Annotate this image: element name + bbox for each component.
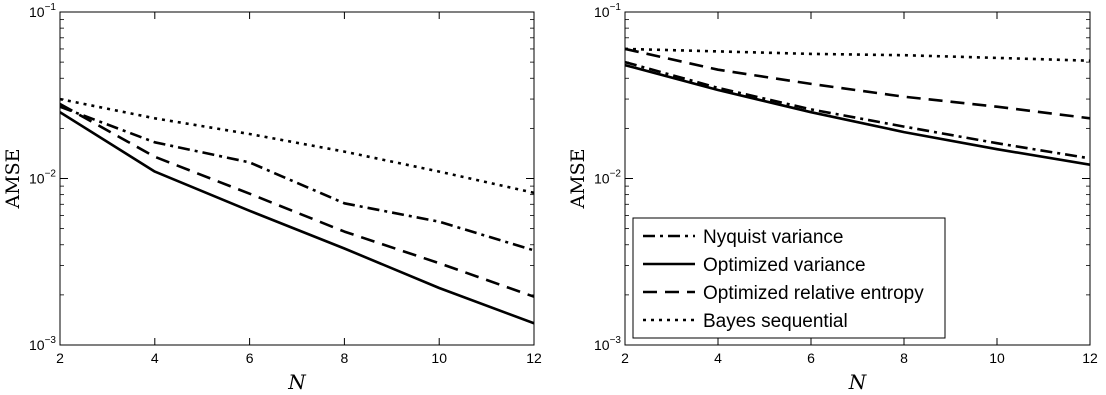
series-line-optimized-relative-entropy (625, 47, 1090, 120)
x-tick-label: 4 (714, 350, 722, 366)
x-tick-label: 6 (246, 350, 254, 366)
series-line-nyquist-variance (625, 60, 1090, 160)
x-tick-label: 10 (431, 350, 447, 366)
y-tick-label: 10−2 (29, 169, 56, 187)
legend-label: Nyquist variance (703, 227, 843, 248)
series-line-bayes-sequential (625, 47, 1090, 62)
y-tick-label: 10−2 (594, 169, 621, 187)
series-line-optimized-variance (60, 111, 534, 325)
legend-label: Optimized relative entropy (703, 283, 924, 304)
series-line-optimized-relative-entropy (60, 102, 534, 298)
x-tick-label: 8 (900, 350, 908, 366)
series-line-optimized-variance (625, 63, 1090, 166)
plot-frame (59, 11, 535, 346)
x-tick-label: 2 (621, 350, 629, 366)
y-tick-label: 10−1 (594, 2, 621, 20)
legend: Nyquist variance Optimized variance Optimi… (632, 217, 946, 339)
series-line-nyquist-variance (60, 105, 534, 252)
x-tick-label: 2 (56, 350, 64, 366)
x-axis-title: N (287, 370, 307, 394)
series-line-bayes-sequential (60, 97, 534, 195)
y-tick-label: 10−3 (29, 335, 56, 353)
x-axis-title: N (848, 370, 868, 394)
x-tick-label: 10 (989, 350, 1005, 366)
x-tick-label: 6 (807, 350, 815, 366)
legend-label: Bayes sequential (703, 311, 848, 332)
y-axis-title: AMSE (567, 148, 589, 209)
y-tick-label: 10−1 (29, 2, 56, 20)
legend-label: Optimized variance (703, 255, 866, 276)
y-tick-label: 10−3 (594, 335, 621, 353)
chart-panel-1: 2 4 6 8 10 12 10−3 10−2 10−1 N AMSE (2, 2, 542, 394)
x-tick-label: 12 (526, 350, 542, 366)
series-group (60, 97, 534, 325)
x-tick-label: 4 (151, 350, 159, 366)
y-axis-title: AMSE (2, 148, 24, 209)
chart-panel-2: 2 4 6 8 10 12 10−3 10−2 10−1 N AMSE Nyquist varianc… (567, 2, 1098, 394)
legend-box (632, 217, 946, 339)
x-tick-label: 8 (341, 350, 349, 366)
x-tick-label: 12 (1082, 350, 1098, 366)
series-group (625, 47, 1090, 166)
